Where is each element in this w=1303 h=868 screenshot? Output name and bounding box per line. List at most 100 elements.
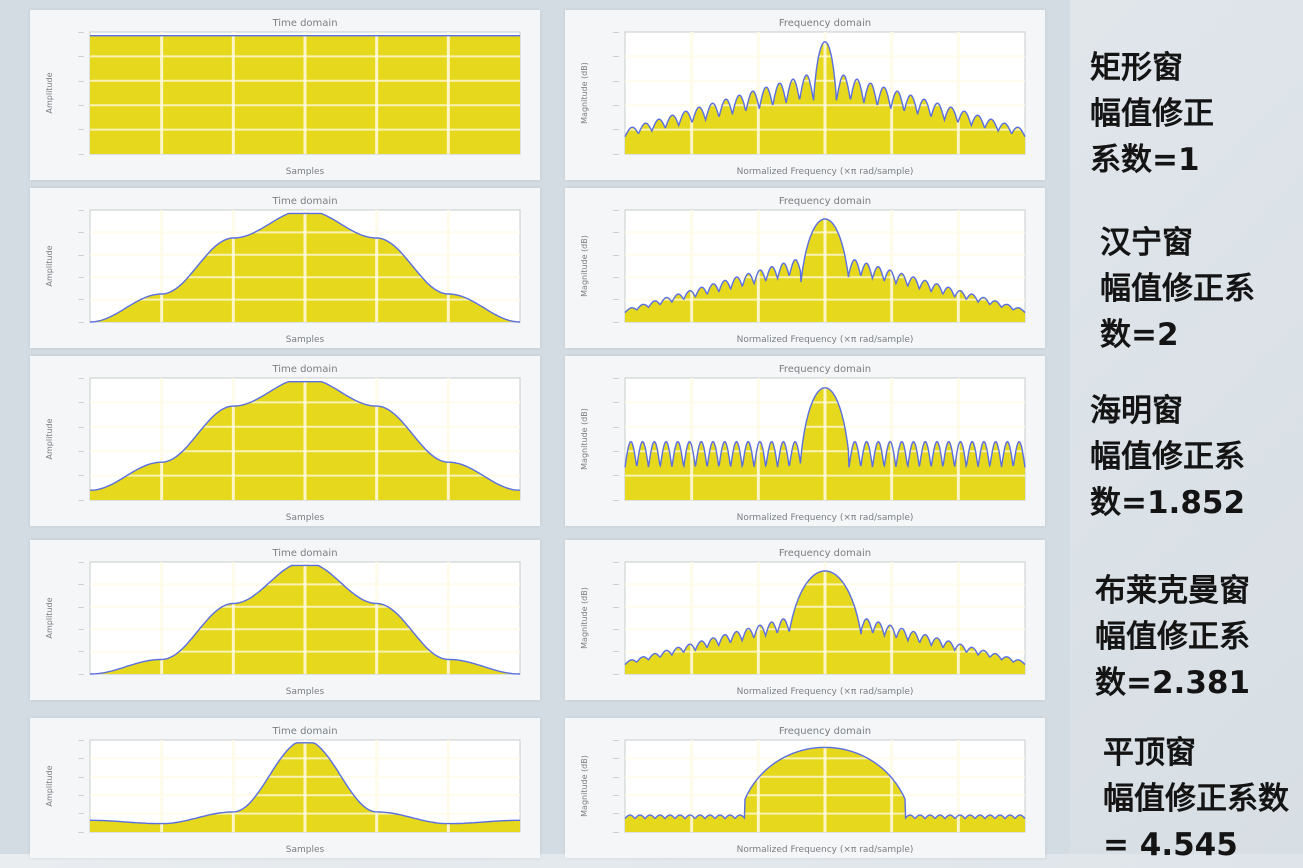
y-tick-label: — bbox=[78, 29, 84, 36]
y-tick-label: — bbox=[613, 649, 619, 656]
series-line bbox=[624, 746, 1026, 820]
y-tick-label: — bbox=[78, 102, 84, 109]
y-tick-label: — bbox=[613, 375, 619, 382]
y-tick-label: — bbox=[613, 229, 619, 236]
y-tick-label: — bbox=[78, 229, 84, 236]
chart-svg: — — — — — — Frequency domain Normalized Frequen… bbox=[580, 18, 1026, 177]
series-line bbox=[89, 564, 521, 675]
window-caption-3: 布莱克曼窗 幅值修正系 数=2.381 bbox=[1095, 568, 1250, 706]
y-tick-label: — bbox=[613, 497, 619, 504]
series-line bbox=[89, 381, 521, 491]
frequency-domain-panel-hanning: — — — — — — Frequency domain Normalized Frequen… bbox=[565, 188, 1045, 348]
y-tick-label: — bbox=[78, 649, 84, 656]
chart-svg: — — — — — — Frequency domain Normalized Frequen… bbox=[580, 548, 1026, 697]
chart-title: Frequency domain bbox=[779, 18, 871, 29]
caption-line: 幅值修正系数 bbox=[1103, 781, 1289, 817]
y-tick-label: — bbox=[78, 755, 84, 762]
series-line bbox=[624, 387, 1026, 469]
y-axis-label: Amplitude bbox=[45, 418, 54, 459]
y-tick-label: — bbox=[78, 581, 84, 588]
caption-line: = 4.545 bbox=[1103, 827, 1238, 863]
caption-line: 幅值修正系 bbox=[1090, 439, 1245, 475]
y-tick-label: — bbox=[613, 811, 619, 818]
y-tick-label: — bbox=[613, 274, 619, 281]
caption-line: 海明窗 bbox=[1090, 393, 1183, 429]
caption-line: 布莱克曼窗 bbox=[1095, 573, 1250, 609]
chart-svg: — — — — — — Time domain Samples Amplitude bbox=[45, 196, 521, 345]
series-line bbox=[624, 41, 1026, 138]
y-tick-label: — bbox=[613, 399, 619, 406]
window-caption-4: 平顶窗 幅值修正系数 = 4.545 bbox=[1103, 730, 1289, 868]
y-tick-label: — bbox=[78, 604, 84, 611]
y-tick-label: — bbox=[613, 604, 619, 611]
x-axis-label: Samples bbox=[286, 335, 325, 345]
x-axis-label: Normalized Frequency (×π rad/sample) bbox=[737, 687, 914, 697]
caption-line: 汉宁窗 bbox=[1100, 225, 1193, 261]
y-tick-label: — bbox=[613, 559, 619, 566]
chart-title: Frequency domain bbox=[779, 726, 871, 737]
y-tick-label: — bbox=[613, 671, 619, 678]
chart-svg: — — — — — — Frequency domain Normalized Frequen… bbox=[580, 364, 1026, 523]
caption-line: 幅值修正系 bbox=[1100, 271, 1255, 307]
y-tick-label: — bbox=[613, 127, 619, 134]
y-axis-label: Magnitude (dB) bbox=[580, 755, 589, 817]
chart-svg: — — — — — — Time domain Samples Amplitude bbox=[45, 18, 521, 177]
y-tick-label: — bbox=[613, 424, 619, 431]
frequency-domain-panel-flattop: — — — — — — Frequency domain Normalized Frequen… bbox=[565, 718, 1045, 858]
caption-line: 数=2.381 bbox=[1095, 665, 1251, 701]
y-tick-label: — bbox=[78, 774, 84, 781]
chart-title: Time domain bbox=[271, 548, 337, 559]
caption-line: 数=1.852 bbox=[1090, 485, 1246, 521]
caption-line: 矩形窗 bbox=[1090, 50, 1183, 86]
y-axis-label: Amplitude bbox=[45, 72, 54, 113]
y-tick-label: — bbox=[78, 375, 84, 382]
y-tick-label: — bbox=[78, 497, 84, 504]
y-axis-label: Amplitude bbox=[45, 597, 54, 638]
window-caption-0: 矩形窗幅值修正系数=1 bbox=[1090, 45, 1214, 183]
chart-title: Time domain bbox=[271, 726, 337, 737]
y-tick-label: — bbox=[613, 102, 619, 109]
x-axis-label: Samples bbox=[286, 687, 325, 697]
y-tick-label: — bbox=[78, 626, 84, 633]
y-tick-label: — bbox=[613, 774, 619, 781]
series-line bbox=[90, 742, 520, 825]
x-axis-label: Normalized Frequency (×π rad/sample) bbox=[737, 335, 914, 345]
y-tick-label: — bbox=[613, 78, 619, 85]
y-tick-label: — bbox=[613, 626, 619, 633]
caption-line: 数=2 bbox=[1100, 317, 1179, 353]
x-axis-label: Samples bbox=[286, 845, 325, 855]
y-axis-label: Amplitude bbox=[45, 765, 54, 806]
y-tick-label: — bbox=[613, 252, 619, 259]
chart-title: Time domain bbox=[271, 18, 337, 29]
y-tick-label: — bbox=[78, 792, 84, 799]
x-axis-label: Normalized Frequency (×π rad/sample) bbox=[737, 167, 914, 177]
y-axis-label: Magnitude (dB) bbox=[580, 587, 589, 649]
x-axis-label: Normalized Frequency (×π rad/sample) bbox=[737, 513, 914, 523]
y-axis-label: Magnitude (dB) bbox=[580, 408, 589, 470]
frequency-domain-panel-rectangular: — — — — — — Frequency domain Normalized Frequen… bbox=[565, 10, 1045, 180]
caption-line: 幅值修正 bbox=[1090, 96, 1214, 132]
y-tick-label: — bbox=[78, 207, 84, 214]
y-tick-label: — bbox=[78, 53, 84, 60]
y-tick-label: — bbox=[613, 829, 619, 836]
y-tick-label: — bbox=[78, 399, 84, 406]
y-tick-label: — bbox=[78, 424, 84, 431]
chart-svg: — — — — — — Time domain Samples Amplitude bbox=[45, 364, 521, 523]
y-tick-label: — bbox=[78, 78, 84, 85]
time-domain-panel-blackman: — — — — — — Time domain Samples Amplitude bbox=[30, 540, 540, 700]
chart-title: Time domain bbox=[271, 196, 337, 207]
y-tick-label: — bbox=[613, 581, 619, 588]
y-tick-label: — bbox=[78, 319, 84, 326]
y-tick-label: — bbox=[78, 559, 84, 566]
chart-title: Time domain bbox=[271, 364, 337, 375]
y-tick-label: — bbox=[613, 737, 619, 744]
y-tick-label: — bbox=[78, 829, 84, 836]
caption-line: 系数=1 bbox=[1090, 142, 1200, 178]
chart-title: Frequency domain bbox=[779, 548, 871, 559]
y-tick-label: — bbox=[613, 207, 619, 214]
y-tick-label: — bbox=[78, 671, 84, 678]
y-tick-label: — bbox=[613, 792, 619, 799]
chart-svg: — — — — — — Frequency domain Normalized Frequen… bbox=[580, 726, 1026, 855]
time-domain-panel-hamming: — — — — — — Time domain Samples Amplitude bbox=[30, 356, 540, 526]
y-tick-label: — bbox=[78, 297, 84, 304]
